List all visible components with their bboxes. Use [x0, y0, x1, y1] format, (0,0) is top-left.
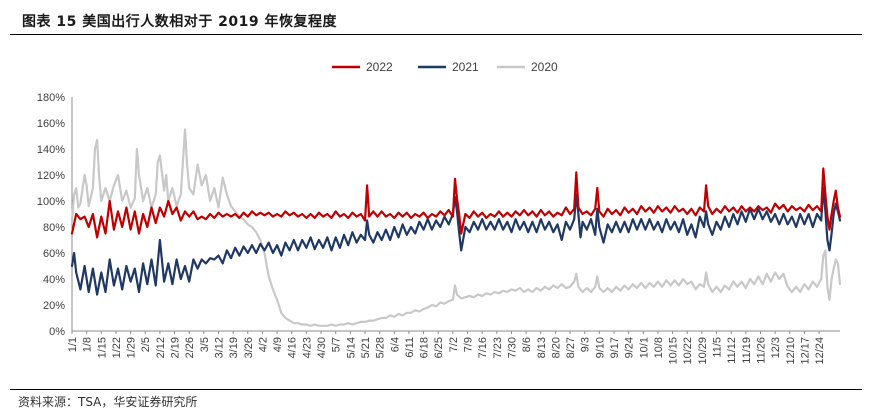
y-tick-label: 40% — [43, 274, 65, 286]
x-tick-label: 12/10 — [785, 337, 797, 365]
y-tick-label: 60% — [43, 248, 65, 260]
x-tick-label: 4/2 — [257, 337, 269, 352]
x-tick-label: 8/27 — [565, 337, 577, 358]
x-tick-label: 9/24 — [624, 337, 636, 358]
line-chart: 0% 20% 40% 60% 80% 100% 120% 140% 160% 180% 1/1 1/8… — [37, 60, 842, 365]
x-tick-label: 1/22 — [111, 337, 123, 358]
x-tick-label: 7/23 — [492, 337, 504, 358]
x-tick-label: 2/26 — [184, 337, 196, 358]
x-tick-label: 5/7 — [331, 337, 343, 352]
y-tick-label: 160% — [37, 118, 65, 130]
y-tick-label: 140% — [37, 144, 65, 156]
y-tick-label: 180% — [37, 92, 65, 104]
x-tick-label: 10/15 — [668, 337, 680, 365]
x-tick-label: 2/19 — [170, 337, 182, 358]
y-tick-label: 80% — [43, 222, 65, 234]
x-tick-label: 1/15 — [96, 337, 108, 358]
legend-label-2021: 2021 — [452, 60, 479, 74]
x-tick-label: 2/12 — [155, 337, 167, 358]
x-tick-label: 1/29 — [126, 337, 138, 358]
x-tick-label: 11/26 — [755, 337, 767, 364]
x-tick-label: 11/19 — [741, 337, 753, 364]
x-tick-label: 5/21 — [360, 337, 372, 358]
y-tick-label: 120% — [37, 170, 65, 182]
x-tick-label: 4/30 — [316, 337, 328, 358]
x-tick-label: 3/26 — [243, 337, 255, 358]
x-tick-label: 6/4 — [389, 337, 401, 352]
x-tick-label: 7/9 — [463, 337, 475, 352]
x-tick-label: 3/5 — [199, 337, 211, 352]
x-tick-label: 7/30 — [506, 337, 518, 358]
x-tick-label: 10/29 — [697, 337, 709, 365]
x-tick-label: 12/3 — [770, 337, 782, 358]
x-tick-label: 3/12 — [213, 337, 225, 358]
x-tick-label: 6/25 — [433, 337, 445, 358]
figure-title: 图表 15 美国出行人数相对于 2019 年恢复程度 — [22, 14, 337, 30]
x-tick-label: 4/16 — [287, 337, 299, 358]
x-tick-label: 12/24 — [814, 337, 826, 365]
series-line-2022 — [70, 167, 842, 239]
x-tick-label: 11/12 — [726, 337, 738, 364]
series-line-2020 — [70, 128, 842, 327]
x-tick-label: 10/22 — [682, 337, 694, 365]
x-tick-label: 6/18 — [419, 337, 431, 358]
x-tick-label: 10/1 — [638, 337, 650, 358]
x-tick-label: 4/23 — [301, 337, 313, 358]
series-line-2021 — [70, 186, 842, 296]
x-tick-label: 9/10 — [594, 337, 606, 358]
x-tick-label: 1/8 — [82, 337, 94, 352]
x-tick-label: 8/20 — [550, 337, 562, 358]
x-tick-label: 1/1 — [67, 337, 79, 352]
x-tick-label: 2/5 — [140, 337, 152, 352]
x-tick-label: 7/16 — [477, 337, 489, 358]
title-bar: 图表 15 美国出行人数相对于 2019 年恢复程度 — [10, 6, 862, 35]
x-tick-label: 3/19 — [228, 337, 240, 358]
source-note: 资料来源：TSA，华安证券研究所 — [18, 395, 198, 409]
x-tick-label: 8/13 — [536, 337, 548, 358]
y-tick-label: 100% — [37, 196, 65, 208]
x-tick-label: 4/9 — [272, 337, 284, 352]
legend-label-2020: 2020 — [531, 60, 558, 74]
y-tick-label: 20% — [43, 300, 65, 312]
x-tick-label: 10/8 — [653, 337, 665, 358]
x-tick-label: 12/17 — [799, 337, 811, 365]
x-tick-label: 8/6 — [521, 337, 533, 352]
x-tick-label: 9/3 — [580, 337, 592, 352]
x-tick-label: 5/14 — [345, 337, 357, 358]
y-tick-label: 0% — [49, 326, 65, 338]
x-tick-label: 9/17 — [609, 337, 621, 358]
x-tick-label: 7/2 — [448, 337, 460, 352]
x-tick-label: 11/5 — [712, 337, 724, 358]
bottom-rule — [10, 389, 862, 390]
x-tick-label: 6/11 — [404, 337, 416, 358]
x-tick-label: 5/28 — [375, 337, 387, 358]
legend-label-2022: 2022 — [366, 60, 393, 74]
